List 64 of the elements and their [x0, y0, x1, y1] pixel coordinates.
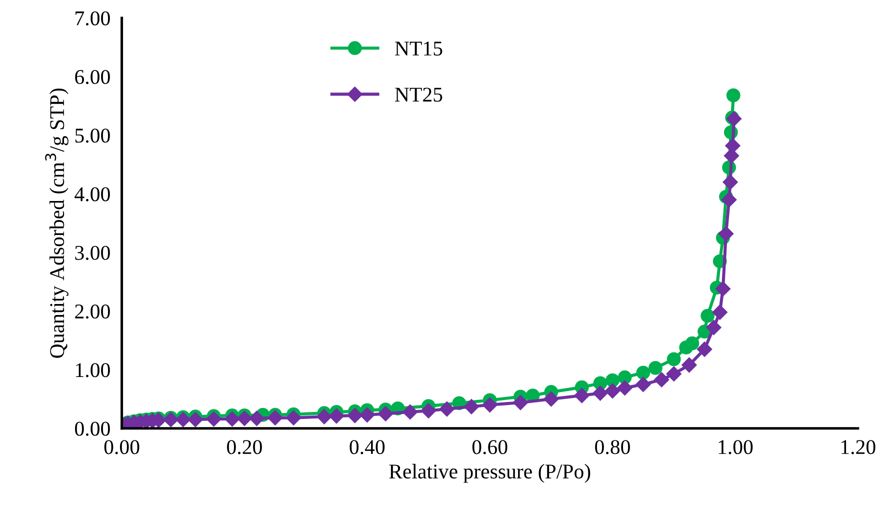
point	[722, 192, 737, 208]
point	[347, 408, 362, 424]
point	[726, 111, 742, 126]
point	[604, 383, 620, 398]
x-tick-label: 0.60	[472, 440, 508, 454]
point	[249, 410, 264, 426]
point	[648, 361, 662, 375]
point	[706, 320, 722, 336]
x-tick-label: 0.40	[350, 440, 385, 454]
point	[420, 403, 436, 418]
point	[236, 410, 252, 426]
point	[176, 412, 191, 428]
point	[725, 138, 740, 154]
y-tick-label: 3.00	[75, 246, 110, 260]
y-tick-label: 1.00	[76, 363, 110, 378]
point	[715, 281, 731, 296]
y-tick-label: 4.00	[74, 187, 110, 202]
point	[617, 380, 632, 396]
y-axis-title: Quantity Adsorbed (cm$^{3}$/g STP)	[45, 88, 68, 358]
x-axis-title: Relative pressure (P/Po)	[389, 464, 590, 483]
point	[286, 410, 302, 426]
point	[666, 352, 681, 366]
point	[378, 406, 394, 422]
x-tick-label: 1.00	[718, 440, 753, 454]
point	[268, 410, 283, 426]
point	[682, 357, 697, 373]
x-tick-label: 0.00	[104, 440, 140, 454]
point	[685, 336, 700, 350]
point	[618, 370, 632, 384]
point	[592, 386, 608, 401]
point	[544, 391, 559, 407]
point	[316, 409, 332, 424]
point	[726, 88, 740, 102]
point	[636, 376, 651, 392]
point	[712, 304, 728, 320]
point	[206, 411, 222, 427]
point	[718, 226, 734, 242]
point	[654, 372, 670, 388]
point	[464, 399, 480, 414]
point	[722, 174, 738, 190]
point	[512, 394, 528, 410]
point	[724, 148, 740, 164]
x-tick-label: 1.20	[841, 440, 876, 454]
point	[666, 366, 682, 382]
x-tick-label: 0.20	[227, 440, 262, 454]
point	[360, 407, 375, 422]
point	[636, 366, 650, 380]
y-tick-label: 0.00	[75, 422, 110, 436]
point	[439, 401, 454, 417]
point	[402, 404, 418, 420]
y-tick-label: 2.00	[75, 304, 110, 319]
point	[574, 388, 590, 404]
point	[700, 308, 715, 323]
y-tick-label: 5.00	[75, 128, 110, 143]
legend-label: NT25	[395, 88, 442, 102]
x-tick-label: 0.80	[595, 440, 630, 454]
point	[224, 411, 240, 427]
point	[482, 397, 498, 412]
point	[328, 408, 344, 424]
y-tick-label: 6.00	[75, 70, 110, 84]
point	[696, 342, 712, 357]
point	[188, 412, 203, 428]
y-tick-label: 7.00	[76, 11, 110, 26]
legend-label: NT15	[395, 42, 442, 56]
